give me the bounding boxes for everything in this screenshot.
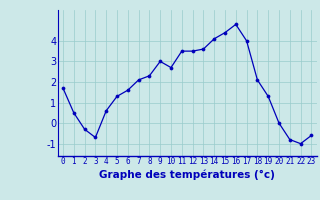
X-axis label: Graphe des températures (°c): Graphe des températures (°c) — [99, 169, 275, 180]
